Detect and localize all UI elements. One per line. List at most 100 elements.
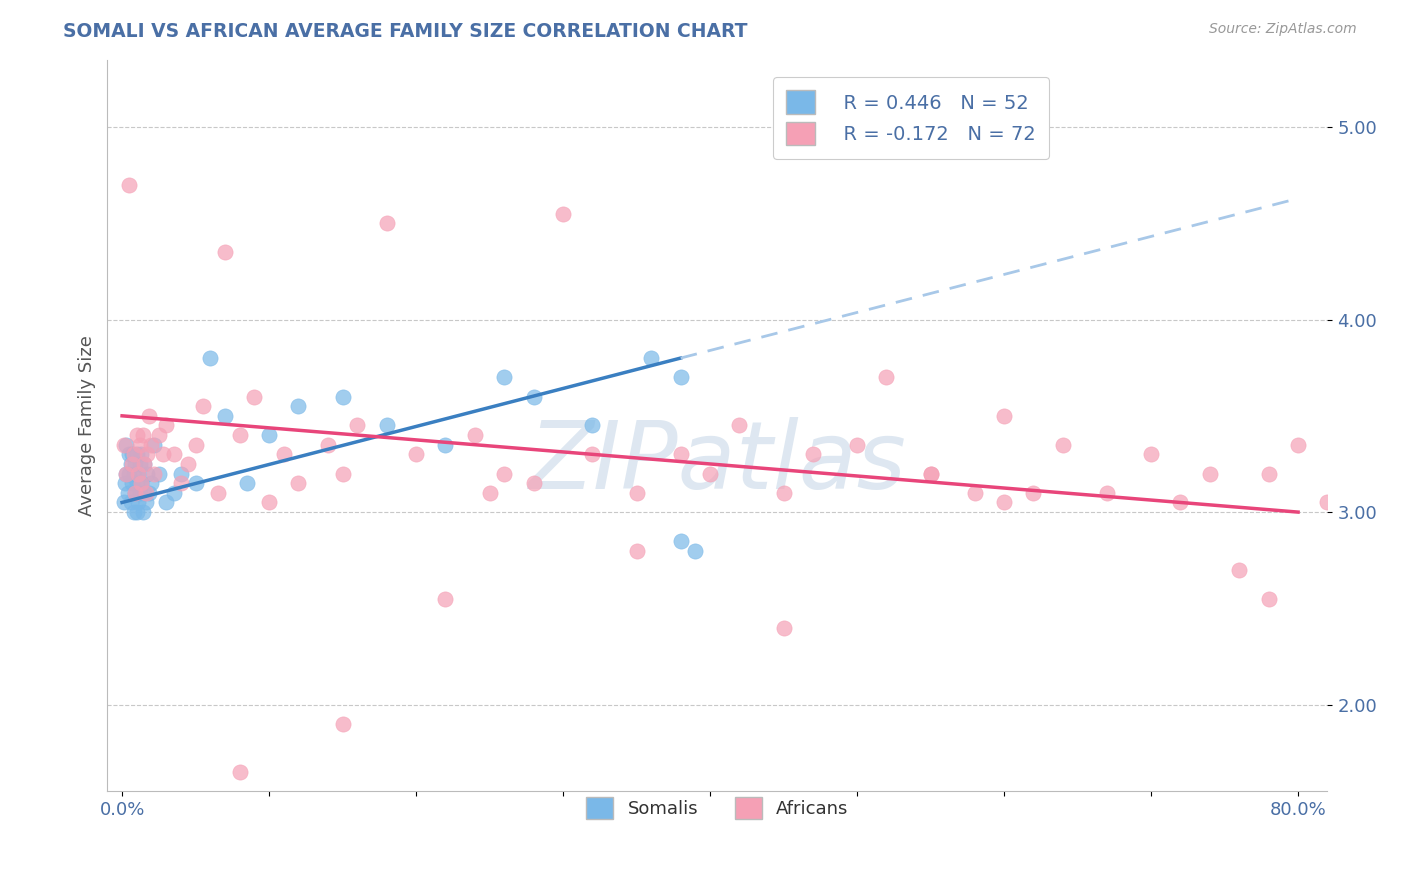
Point <box>127 467 149 481</box>
Point <box>243 390 266 404</box>
Point <box>640 351 662 365</box>
Point <box>214 245 236 260</box>
Point <box>125 476 148 491</box>
Point <box>143 438 166 452</box>
Point <box>626 486 648 500</box>
Point <box>375 216 398 230</box>
Point <box>494 370 516 384</box>
Point <box>1286 438 1309 452</box>
Point <box>127 495 149 509</box>
Point <box>228 428 250 442</box>
Point <box>127 467 149 481</box>
Point <box>801 447 824 461</box>
Point <box>772 486 794 500</box>
Point <box>128 438 150 452</box>
Point <box>772 621 794 635</box>
Point <box>115 467 138 481</box>
Point <box>136 467 159 481</box>
Point <box>115 467 138 481</box>
Point <box>316 438 339 452</box>
Point <box>669 533 692 548</box>
Point <box>125 505 148 519</box>
Point <box>141 476 163 491</box>
Point <box>131 505 153 519</box>
Point <box>669 447 692 461</box>
Point <box>287 399 309 413</box>
Y-axis label: Average Family Size: Average Family Size <box>79 335 96 516</box>
Point <box>332 467 354 481</box>
Point <box>124 486 146 500</box>
Point <box>120 457 142 471</box>
Point <box>129 447 152 461</box>
Point <box>122 505 145 519</box>
Point <box>152 447 174 461</box>
Point <box>191 399 214 413</box>
Point <box>332 717 354 731</box>
Point <box>118 447 141 461</box>
Point <box>148 467 170 481</box>
Point <box>1227 563 1250 577</box>
Point <box>728 418 751 433</box>
Point <box>523 476 546 491</box>
Point <box>1052 438 1074 452</box>
Point <box>1316 495 1339 509</box>
Point <box>135 495 157 509</box>
Point <box>875 370 897 384</box>
Legend: Somalis, Africans: Somalis, Africans <box>579 789 856 826</box>
Point <box>162 486 184 500</box>
Point <box>136 447 159 461</box>
Point <box>112 495 135 509</box>
Text: SOMALI VS AFRICAN AVERAGE FAMILY SIZE CORRELATION CHART: SOMALI VS AFRICAN AVERAGE FAMILY SIZE CO… <box>63 22 748 41</box>
Point <box>1022 486 1045 500</box>
Point <box>1257 591 1279 606</box>
Point <box>134 457 156 471</box>
Point <box>207 486 229 500</box>
Point <box>993 409 1015 423</box>
Point <box>1140 447 1163 461</box>
Point <box>346 418 368 433</box>
Point <box>125 428 148 442</box>
Point <box>273 447 295 461</box>
Text: ZIPatlas: ZIPatlas <box>529 417 907 508</box>
Point <box>464 428 486 442</box>
Point <box>478 486 501 500</box>
Point <box>134 457 156 471</box>
Point <box>581 418 603 433</box>
Point <box>1095 486 1118 500</box>
Point <box>699 467 721 481</box>
Point <box>115 438 138 452</box>
Point <box>129 476 152 491</box>
Point <box>128 486 150 500</box>
Point <box>170 476 193 491</box>
Point <box>162 447 184 461</box>
Point <box>920 467 942 481</box>
Point <box>124 486 146 500</box>
Point <box>257 495 280 509</box>
Point <box>143 467 166 481</box>
Point <box>184 476 207 491</box>
Point <box>626 543 648 558</box>
Point <box>184 438 207 452</box>
Point <box>1257 467 1279 481</box>
Point <box>141 438 163 452</box>
Point <box>1170 495 1192 509</box>
Point <box>121 447 143 461</box>
Point <box>121 476 143 491</box>
Point <box>494 467 516 481</box>
Point <box>118 467 141 481</box>
Point <box>120 495 142 509</box>
Point <box>963 486 986 500</box>
Point <box>200 351 222 365</box>
Point <box>112 438 135 452</box>
Point <box>375 418 398 433</box>
Point <box>122 447 145 461</box>
Point <box>214 409 236 423</box>
Point <box>257 428 280 442</box>
Point <box>405 447 427 461</box>
Point <box>138 486 160 500</box>
Point <box>118 178 141 192</box>
Point <box>523 390 546 404</box>
Point <box>581 447 603 461</box>
Point <box>287 476 309 491</box>
Point <box>124 457 146 471</box>
